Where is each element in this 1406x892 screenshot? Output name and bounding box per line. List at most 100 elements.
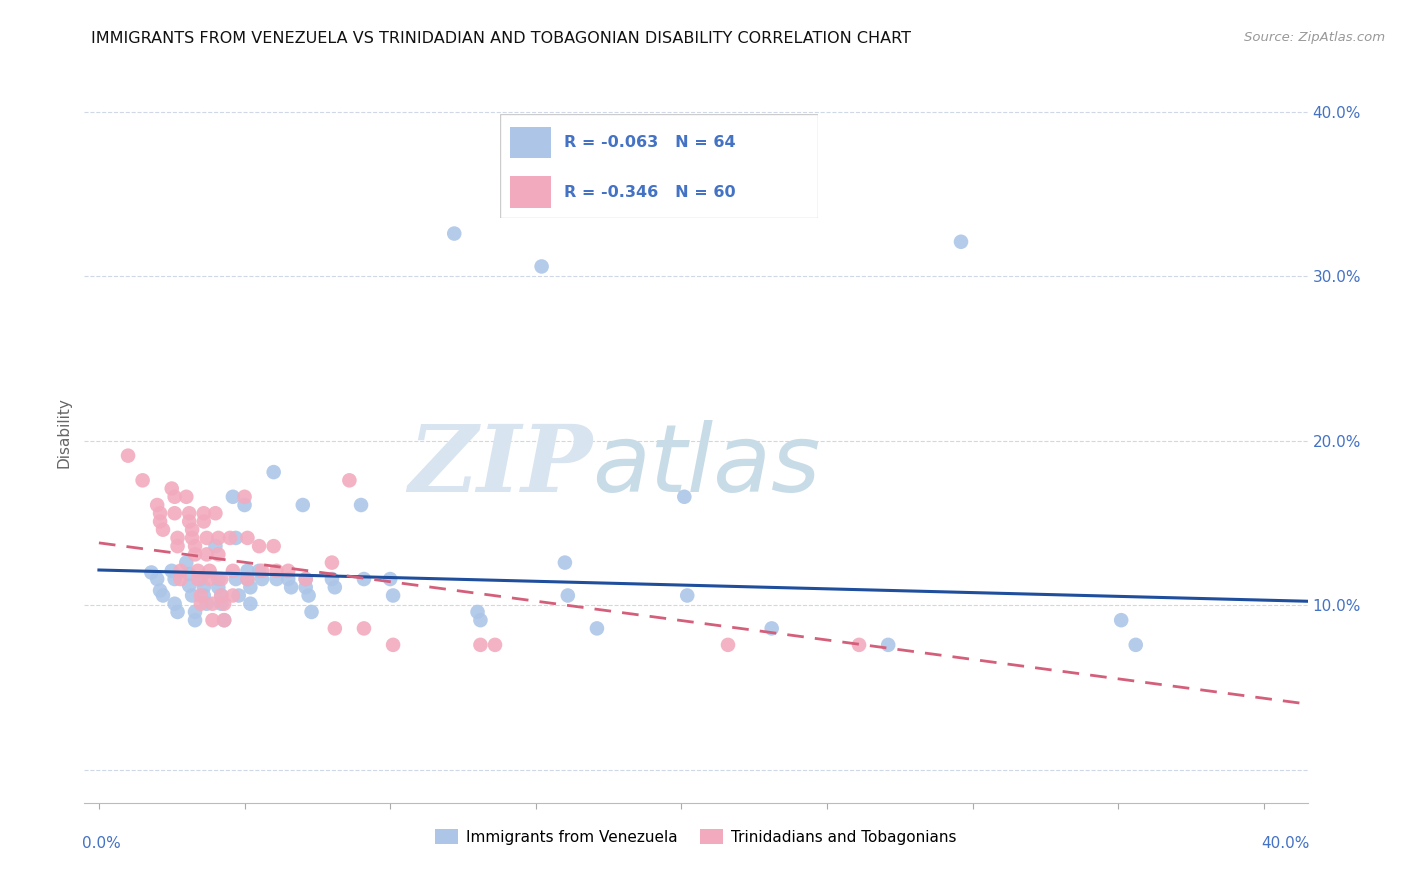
Point [163,597,186,611]
Point [557,589,579,603]
Point [184,605,207,619]
Point [163,490,186,504]
Point [179,567,201,582]
Point [250,572,273,586]
Point [117,449,139,463]
Point [382,638,405,652]
Point [181,589,204,603]
Point [470,638,492,652]
Point [195,547,218,561]
Point [294,572,316,586]
Point [353,621,375,635]
Point [179,515,201,529]
Point [301,605,323,619]
Point [141,566,163,580]
Point [236,531,259,545]
Point [149,506,172,520]
Point [193,506,215,520]
Point [339,473,360,487]
Point [207,580,229,594]
Point [201,597,224,611]
Point [149,515,172,529]
Point [443,227,465,241]
Point [166,539,188,553]
Text: ZIP: ZIP [408,421,592,511]
Text: atlas: atlas [592,420,820,511]
Point [1125,638,1147,652]
Point [484,638,506,652]
Point [212,613,235,627]
Point [212,613,235,627]
Point [179,579,201,593]
Point [174,556,197,570]
Point [169,572,191,586]
Point [586,621,609,635]
Point [382,589,405,603]
Point [204,506,226,520]
Point [294,572,316,586]
Point [193,580,215,594]
Point [239,597,262,611]
Point [184,613,207,627]
Point [263,539,285,553]
Point [207,547,229,561]
Point [225,572,247,586]
Point [467,605,489,619]
Point [166,605,188,619]
Point [198,564,221,578]
Point [187,572,209,586]
Point [247,564,270,578]
Point [166,531,188,545]
Legend: Immigrants from Venezuela, Trinidadians and Tobagonians: Immigrants from Venezuela, Trinidadians … [429,822,963,851]
Point [152,523,174,537]
Point [149,583,172,598]
Point [353,572,375,586]
Point [131,473,153,487]
Point [247,539,270,553]
Text: 40.0%: 40.0% [1261,836,1310,851]
Point [877,638,900,652]
Point [209,589,232,603]
Point [187,564,209,578]
Point [277,572,299,586]
Text: 0.0%: 0.0% [82,836,121,851]
Point [266,572,288,586]
Point [291,498,314,512]
Point [294,580,316,594]
Point [179,506,201,520]
Point [233,490,256,504]
Point [184,539,207,553]
Point [160,482,183,496]
Point [321,556,343,570]
Point [198,572,221,586]
Point [163,506,186,520]
Point [950,235,973,249]
Text: Source: ZipAtlas.com: Source: ZipAtlas.com [1244,31,1385,45]
Point [323,621,346,635]
Point [212,597,235,611]
Point [209,589,232,603]
Point [236,572,259,586]
Point [350,498,373,512]
Point [280,580,302,594]
Point [222,564,245,578]
Point [146,498,169,512]
Point [219,531,242,545]
Point [181,523,204,537]
Point [233,498,256,512]
Point [228,589,250,603]
Point [207,531,229,545]
Point [169,564,191,578]
Point [174,490,197,504]
Point [181,531,204,545]
Point [184,547,207,561]
Point [298,589,321,603]
Point [190,572,212,586]
Point [163,572,186,586]
Point [222,589,245,603]
Point [321,572,343,586]
Point [266,564,288,578]
Point [193,515,215,529]
Point [225,531,247,545]
Point [263,465,285,479]
